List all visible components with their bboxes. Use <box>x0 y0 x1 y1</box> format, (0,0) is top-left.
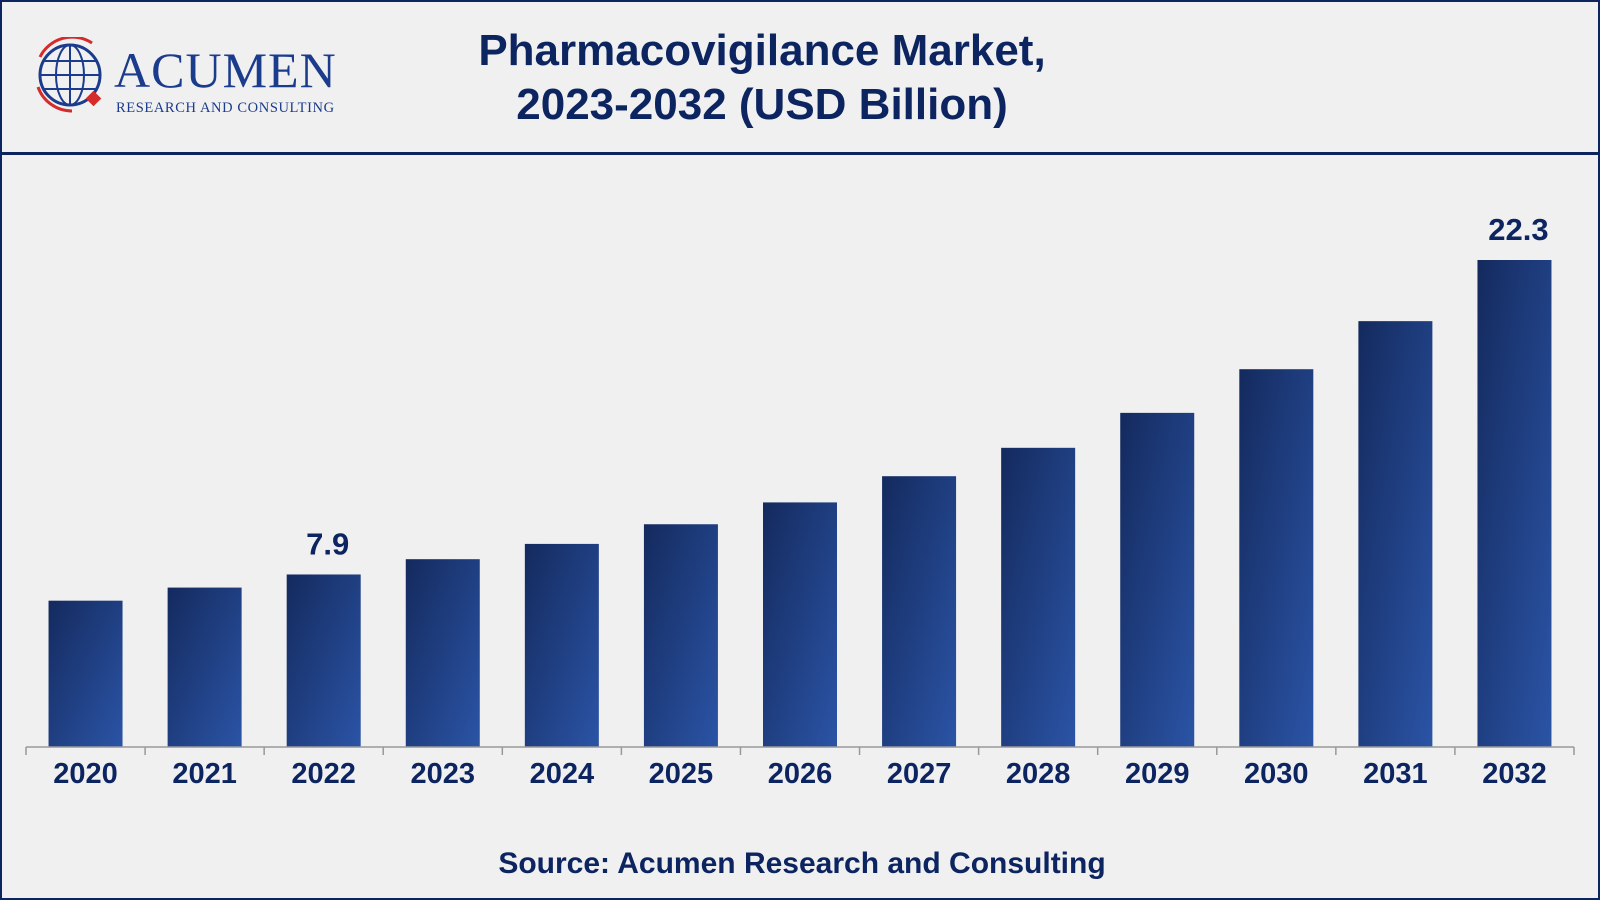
bar-2029 <box>1120 412 1195 747</box>
bar-2024 <box>524 543 599 747</box>
source-note: Source: Acumen Research and Consulting <box>498 847 1106 880</box>
bar-2030 <box>1239 369 1314 747</box>
chart-title-line-2: 2023-2032 (USD Billion) <box>516 80 1008 129</box>
x-tick-label: 2022 <box>291 758 356 790</box>
x-tick-label: 2027 <box>887 758 952 790</box>
data-label: 22.3 <box>1488 212 1548 247</box>
logo-wordmark: ACUMEN <box>114 42 337 98</box>
bar-2021 <box>167 587 242 747</box>
x-tick-label: 2028 <box>1006 758 1071 790</box>
x-tick-label: 2032 <box>1482 758 1547 790</box>
bar-2032 <box>1477 260 1552 747</box>
bar-2023 <box>405 559 480 747</box>
x-tick-label: 2021 <box>172 758 237 790</box>
bar-2022 <box>286 574 361 747</box>
x-tick-label: 2025 <box>649 758 714 790</box>
bar-2031 <box>1358 321 1433 747</box>
chart-title: Pharmacovigilance Market, 2023-2032 (USD… <box>382 24 1142 132</box>
header: ACUMEN RESEARCH AND CONSULTING Pharmacov… <box>2 2 1598 155</box>
x-tick-label: 2026 <box>768 758 833 790</box>
globe-icon <box>36 35 102 113</box>
bar-2020 <box>48 600 123 747</box>
x-tick-label: 2020 <box>53 758 118 790</box>
bar-2027 <box>882 476 957 747</box>
x-tick-label: 2031 <box>1363 758 1428 790</box>
logo-subtitle: RESEARCH AND CONSULTING <box>116 100 335 116</box>
x-tick-label: 2029 <box>1125 758 1190 790</box>
bar-2026 <box>763 502 837 747</box>
acumen-logo: ACUMEN RESEARCH AND CONSULTING <box>32 35 372 127</box>
bar-2028 <box>1001 447 1076 747</box>
bar-chart: 2020 2021 2022 2023 2024 2025 2026 2027 2028 2029… <box>25 212 1575 790</box>
x-tick-label: 2024 <box>530 758 595 790</box>
chart-title-line-1: Pharmacovigilance Market, <box>478 26 1046 75</box>
x-tick-label: 2030 <box>1244 758 1309 790</box>
x-tick-label: 2023 <box>411 758 476 790</box>
data-label: 7.9 <box>306 526 349 561</box>
bar-2025 <box>643 524 718 747</box>
